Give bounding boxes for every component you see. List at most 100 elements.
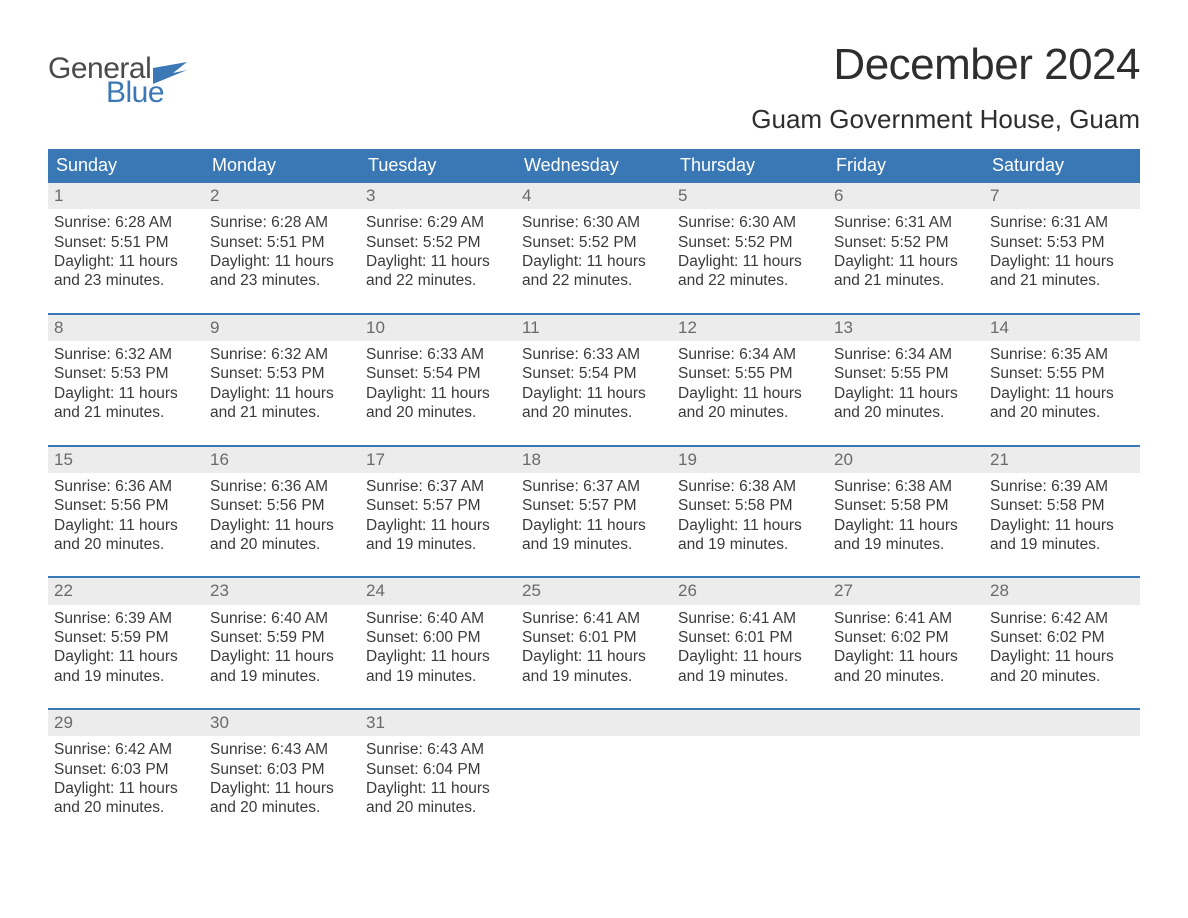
- sunrise-text: Sunrise: 6:33 AM: [522, 345, 666, 364]
- sunrise-text: Sunrise: 6:40 AM: [210, 609, 354, 628]
- daylight-text-1: Daylight: 11 hours: [54, 779, 198, 798]
- cell-body: Sunrise: 6:41 AMSunset: 6:02 PMDaylight:…: [828, 605, 984, 699]
- cell-body: Sunrise: 6:34 AMSunset: 5:55 PMDaylight:…: [672, 341, 828, 435]
- day-number: 2: [204, 183, 360, 209]
- cell-body: Sunrise: 6:31 AMSunset: 5:53 PMDaylight:…: [984, 209, 1140, 303]
- cell-body: Sunrise: 6:32 AMSunset: 5:53 PMDaylight:…: [204, 341, 360, 435]
- weekday-name: Sunday: [48, 149, 204, 183]
- day-number: 6: [828, 183, 984, 209]
- calendar-week: 22Sunrise: 6:39 AMSunset: 5:59 PMDayligh…: [48, 576, 1140, 698]
- daylight-text-1: Daylight: 11 hours: [210, 647, 354, 666]
- sunset-text: Sunset: 6:01 PM: [522, 628, 666, 647]
- calendar-cell: 5Sunrise: 6:30 AMSunset: 5:52 PMDaylight…: [672, 183, 828, 303]
- sunrise-text: Sunrise: 6:31 AM: [834, 213, 978, 232]
- week-spacer: [48, 435, 1140, 445]
- daylight-text-2: and 20 minutes.: [210, 798, 354, 817]
- cell-body: Sunrise: 6:39 AMSunset: 5:59 PMDaylight:…: [48, 605, 204, 699]
- sunset-text: Sunset: 6:03 PM: [54, 760, 198, 779]
- daylight-text-2: and 19 minutes.: [366, 535, 510, 554]
- sunset-text: Sunset: 5:54 PM: [366, 364, 510, 383]
- sunrise-text: Sunrise: 6:35 AM: [990, 345, 1134, 364]
- calendar-cell: 23Sunrise: 6:40 AMSunset: 5:59 PMDayligh…: [204, 578, 360, 698]
- daylight-text-2: and 19 minutes.: [678, 667, 822, 686]
- cell-body: Sunrise: 6:42 AMSunset: 6:03 PMDaylight:…: [48, 736, 204, 830]
- sunrise-text: Sunrise: 6:30 AM: [522, 213, 666, 232]
- day-number: 23: [204, 578, 360, 604]
- day-number: 22: [48, 578, 204, 604]
- calendar-cell: 29Sunrise: 6:42 AMSunset: 6:03 PMDayligh…: [48, 710, 204, 830]
- daylight-text-2: and 19 minutes.: [522, 535, 666, 554]
- daylight-text-1: Daylight: 11 hours: [990, 516, 1134, 535]
- daylight-text-2: and 19 minutes.: [210, 667, 354, 686]
- daylight-text-2: and 22 minutes.: [678, 271, 822, 290]
- calendar-cell: 7Sunrise: 6:31 AMSunset: 5:53 PMDaylight…: [984, 183, 1140, 303]
- week-spacer: [48, 566, 1140, 576]
- cell-body: Sunrise: 6:28 AMSunset: 5:51 PMDaylight:…: [48, 209, 204, 303]
- daylight-text-1: Daylight: 11 hours: [834, 516, 978, 535]
- day-number: 7: [984, 183, 1140, 209]
- day-number: 1: [48, 183, 204, 209]
- calendar-cell: 18Sunrise: 6:37 AMSunset: 5:57 PMDayligh…: [516, 447, 672, 567]
- cell-body: Sunrise: 6:41 AMSunset: 6:01 PMDaylight:…: [672, 605, 828, 699]
- day-number: 14: [984, 315, 1140, 341]
- daylight-text-2: and 21 minutes.: [990, 271, 1134, 290]
- calendar-cell: 21Sunrise: 6:39 AMSunset: 5:58 PMDayligh…: [984, 447, 1140, 567]
- day-number: 15: [48, 447, 204, 473]
- cell-body: Sunrise: 6:35 AMSunset: 5:55 PMDaylight:…: [984, 341, 1140, 435]
- calendar-week: 29Sunrise: 6:42 AMSunset: 6:03 PMDayligh…: [48, 708, 1140, 830]
- header: General Blue December 2024 Guam Governme…: [48, 40, 1140, 135]
- calendar-cell: 27Sunrise: 6:41 AMSunset: 6:02 PMDayligh…: [828, 578, 984, 698]
- day-number: 11: [516, 315, 672, 341]
- day-number: 29: [48, 710, 204, 736]
- weekday-header: Sunday Monday Tuesday Wednesday Thursday…: [48, 149, 1140, 183]
- sunrise-text: Sunrise: 6:42 AM: [54, 740, 198, 759]
- calendar-week: 15Sunrise: 6:36 AMSunset: 5:56 PMDayligh…: [48, 445, 1140, 567]
- sunrise-text: Sunrise: 6:30 AM: [678, 213, 822, 232]
- daylight-text-2: and 20 minutes.: [366, 403, 510, 422]
- sunrise-text: Sunrise: 6:34 AM: [678, 345, 822, 364]
- daylight-text-1: Daylight: 11 hours: [366, 647, 510, 666]
- month-title: December 2024: [751, 40, 1140, 90]
- weekday-name: Thursday: [672, 149, 828, 183]
- daylight-text-2: and 19 minutes.: [834, 535, 978, 554]
- sunset-text: Sunset: 5:52 PM: [678, 233, 822, 252]
- sunrise-text: Sunrise: 6:41 AM: [678, 609, 822, 628]
- calendar-cell: 4Sunrise: 6:30 AMSunset: 5:52 PMDaylight…: [516, 183, 672, 303]
- day-number: 9: [204, 315, 360, 341]
- daylight-text-1: Daylight: 11 hours: [366, 384, 510, 403]
- sunrise-text: Sunrise: 6:42 AM: [990, 609, 1134, 628]
- sunset-text: Sunset: 5:55 PM: [990, 364, 1134, 383]
- calendar-cell: 22Sunrise: 6:39 AMSunset: 5:59 PMDayligh…: [48, 578, 204, 698]
- daylight-text-1: Daylight: 11 hours: [210, 779, 354, 798]
- sunrise-text: Sunrise: 6:41 AM: [522, 609, 666, 628]
- calendar-cell: 2Sunrise: 6:28 AMSunset: 5:51 PMDaylight…: [204, 183, 360, 303]
- sunset-text: Sunset: 5:57 PM: [522, 496, 666, 515]
- calendar-cell: 9Sunrise: 6:32 AMSunset: 5:53 PMDaylight…: [204, 315, 360, 435]
- daylight-text-2: and 19 minutes.: [678, 535, 822, 554]
- sunset-text: Sunset: 6:04 PM: [366, 760, 510, 779]
- day-number: [516, 710, 672, 736]
- sunset-text: Sunset: 5:59 PM: [54, 628, 198, 647]
- sunrise-text: Sunrise: 6:43 AM: [366, 740, 510, 759]
- daylight-text-1: Daylight: 11 hours: [678, 647, 822, 666]
- daylight-text-2: and 23 minutes.: [210, 271, 354, 290]
- sunset-text: Sunset: 6:02 PM: [990, 628, 1134, 647]
- daylight-text-2: and 21 minutes.: [210, 403, 354, 422]
- weekday-name: Friday: [828, 149, 984, 183]
- cell-body: Sunrise: 6:36 AMSunset: 5:56 PMDaylight:…: [204, 473, 360, 567]
- calendar-cell: 28Sunrise: 6:42 AMSunset: 6:02 PMDayligh…: [984, 578, 1140, 698]
- daylight-text-1: Daylight: 11 hours: [522, 252, 666, 271]
- daylight-text-1: Daylight: 11 hours: [54, 647, 198, 666]
- calendar-cell: 16Sunrise: 6:36 AMSunset: 5:56 PMDayligh…: [204, 447, 360, 567]
- weekday-name: Wednesday: [516, 149, 672, 183]
- sunset-text: Sunset: 6:00 PM: [366, 628, 510, 647]
- day-number: 3: [360, 183, 516, 209]
- calendar-cell: [828, 710, 984, 830]
- day-number: 25: [516, 578, 672, 604]
- cell-body: Sunrise: 6:39 AMSunset: 5:58 PMDaylight:…: [984, 473, 1140, 567]
- sunrise-text: Sunrise: 6:41 AM: [834, 609, 978, 628]
- cell-body: Sunrise: 6:30 AMSunset: 5:52 PMDaylight:…: [672, 209, 828, 303]
- sunrise-text: Sunrise: 6:33 AM: [366, 345, 510, 364]
- daylight-text-1: Daylight: 11 hours: [834, 252, 978, 271]
- sunset-text: Sunset: 6:03 PM: [210, 760, 354, 779]
